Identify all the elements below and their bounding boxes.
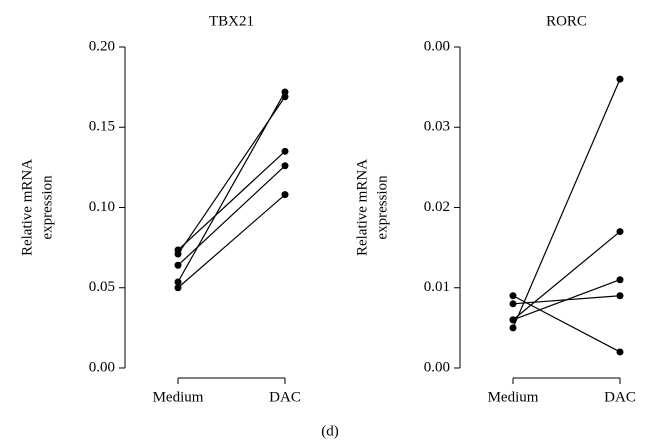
y-tick-label: 0.01 bbox=[424, 279, 450, 295]
y-axis-label: expression bbox=[374, 175, 390, 240]
point bbox=[281, 191, 289, 199]
point bbox=[509, 300, 517, 308]
y-tick-label: 0.05 bbox=[89, 279, 115, 295]
x-tick-label: DAC bbox=[604, 389, 636, 405]
pair-line bbox=[512, 78, 621, 329]
x-tick-label: Medium bbox=[488, 389, 539, 405]
point bbox=[174, 278, 182, 286]
point bbox=[509, 316, 517, 324]
y-tick-label: 0.15 bbox=[89, 119, 115, 135]
y-tick-label: 0.02 bbox=[424, 199, 450, 215]
pair-line bbox=[512, 295, 621, 305]
x-tick-label: Medium bbox=[153, 389, 204, 405]
point bbox=[509, 292, 517, 300]
y-tick-label: 0.00 bbox=[424, 359, 450, 375]
chart-title: RORC bbox=[546, 13, 587, 29]
y-tick-label: 0.20 bbox=[89, 38, 115, 54]
point bbox=[174, 284, 182, 292]
chart-title: TBX21 bbox=[209, 13, 254, 29]
caption: (d) bbox=[321, 423, 339, 439]
point bbox=[174, 261, 182, 269]
point bbox=[281, 88, 289, 96]
point bbox=[281, 162, 289, 170]
y-axis-label: Relative mRNA bbox=[354, 159, 370, 256]
y-tick-label: 0.00 bbox=[424, 38, 450, 54]
y-tick-label: 0.10 bbox=[89, 199, 115, 215]
y-axis-label: Relative mRNA bbox=[19, 159, 35, 256]
pair-line bbox=[177, 165, 286, 266]
point bbox=[616, 276, 624, 284]
point bbox=[509, 324, 517, 332]
point bbox=[616, 292, 624, 300]
pair-line bbox=[177, 150, 286, 251]
y-tick-label: 0.03 bbox=[424, 119, 450, 135]
point bbox=[281, 147, 289, 155]
pair-line bbox=[177, 194, 286, 289]
point bbox=[616, 75, 624, 83]
x-tick-label: DAC bbox=[269, 389, 301, 405]
y-axis-label: expression bbox=[39, 175, 55, 240]
pair-line bbox=[177, 91, 286, 283]
pair-line bbox=[512, 295, 621, 353]
point bbox=[616, 348, 624, 356]
point bbox=[174, 250, 182, 258]
pair-line bbox=[512, 231, 621, 321]
y-tick-label: 0.00 bbox=[89, 359, 115, 375]
point bbox=[616, 228, 624, 236]
